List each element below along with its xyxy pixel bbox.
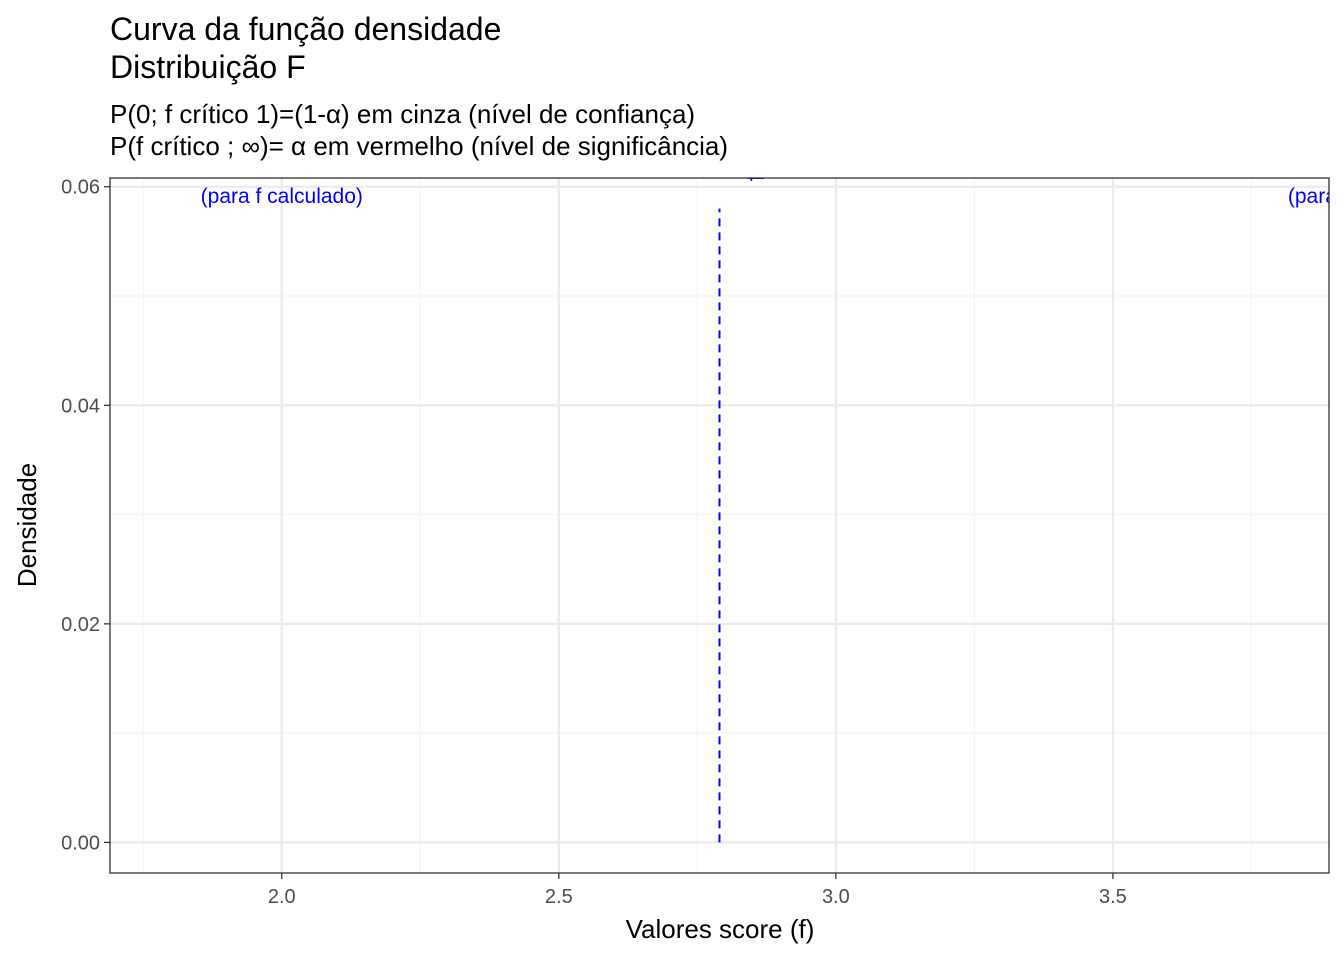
chart-subtitle: P(0; f crítico 1)=(1-α) em cinza (nível … [110, 98, 1310, 162]
x-tick-label: 2.5 [545, 886, 573, 908]
y-tick-label: 0.02 [61, 614, 100, 636]
x-tick-label: 3.5 [1099, 886, 1127, 908]
y-tick-label: 0.06 [61, 177, 100, 199]
y-axis: 0.00 0.02 0.04 0.06 [61, 177, 110, 854]
x-axis: 2.0 2.5 3.0 3.5 [268, 873, 1127, 908]
annotation-label: (para f calculado) [201, 185, 363, 208]
chart-subtitle-line-2: P(f crítico ; ∞)= α em vermelho (nível d… [110, 131, 729, 161]
annotation-label: (para [1288, 185, 1337, 208]
annotation-label-rotated: f c [740, 154, 770, 181]
panel-border [109, 177, 1330, 874]
y-tick-label: 0.04 [61, 395, 100, 417]
chart-subtitle-line-1: P(0; f crítico 1)=(1-α) em cinza (nível … [110, 99, 696, 129]
x-tick-label: 3.0 [822, 886, 850, 908]
chart-title-line-2: Distribuição F [110, 49, 306, 85]
plot-marks: (para f calculado) (para f c [201, 154, 1337, 843]
x-axis-title: Valores score (f) [626, 914, 815, 944]
chart-titles: Curva da função densidade Distribuição F… [110, 10, 1310, 162]
y-axis-title: Densidade [12, 463, 42, 587]
x-tick-label: 2.0 [268, 886, 296, 908]
chart-title-line-1: Curva da função densidade [110, 11, 502, 47]
grid-minor [110, 178, 1329, 873]
y-tick-label: 0.00 [61, 832, 100, 854]
